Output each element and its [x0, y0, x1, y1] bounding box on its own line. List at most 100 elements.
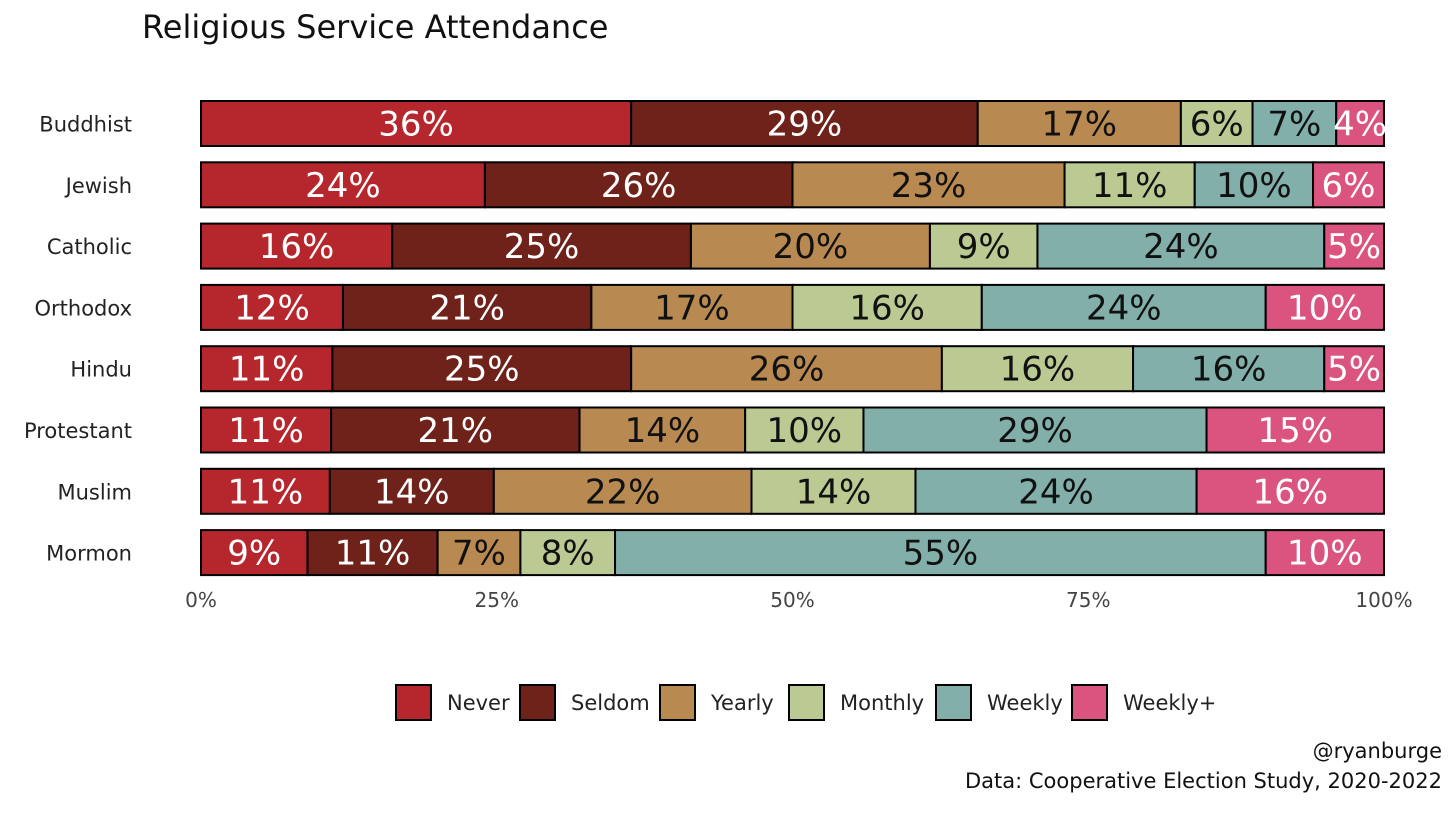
bar-segment — [1335, 100, 1386, 147]
bar-segment — [791, 283, 983, 331]
bar-segment — [630, 345, 943, 393]
bar-value-label: 24% — [1143, 227, 1219, 267]
bar-value-label: 21% — [418, 411, 494, 451]
legend-label: Monthly — [840, 691, 924, 715]
category-labels: Buddhist Jewish Catholic Orthodox Hindu Prote… — [24, 113, 132, 566]
legend-swatch — [788, 684, 825, 721]
x-axis-ticks: 0% 25% 50% 75% 100% — [185, 588, 1412, 612]
bar-value-label: 14% — [796, 472, 872, 512]
bar-value-label: 11% — [335, 534, 411, 574]
bar-segment — [200, 161, 486, 209]
bar-value-label: 16% — [849, 288, 925, 328]
bar-value-label: 15% — [1257, 411, 1333, 451]
legend-swatch — [519, 684, 556, 721]
legend: Never Seldom Yearly Monthly Weekly Weekly+ — [395, 684, 1216, 721]
credit-source: Data: Cooperative Election Study, 2020-2… — [965, 769, 1442, 793]
bar-segment — [914, 467, 1198, 515]
bar-value-label: 21% — [429, 288, 505, 328]
bar-segment — [928, 222, 1039, 270]
category-label: Catholic — [47, 235, 132, 259]
bar-segment — [1205, 406, 1386, 454]
legend-swatch — [395, 684, 432, 721]
bar-segment — [200, 283, 344, 331]
bar-value-label: 7% — [452, 534, 506, 574]
credit-handle: @ryanburge — [1313, 739, 1442, 763]
chart-title: Religious Service Attendance — [142, 8, 608, 46]
bar-value-labels: 36% 29% 17% 6% 7% 4%24% 26% 23% 11% 10% 6%16% 25% 20… — [227, 105, 1387, 574]
bar-segment — [976, 100, 1182, 147]
x-tick-label: 100% — [1355, 588, 1412, 612]
bar-segment — [200, 222, 394, 270]
bar-value-label: 11% — [228, 411, 304, 451]
bar-value-label: 12% — [234, 288, 310, 328]
bar-segment — [791, 161, 1066, 209]
bar-value-label: 6% — [1190, 105, 1244, 145]
bar-segment — [862, 406, 1208, 454]
bar-segment — [1063, 161, 1196, 209]
bar-segment — [980, 283, 1267, 331]
legend-label: Weekly — [987, 691, 1063, 715]
bar-segment — [744, 406, 865, 454]
bar-value-label: 11% — [228, 472, 304, 512]
bar-value-label: 24% — [1018, 472, 1094, 512]
bar-segment — [341, 283, 593, 331]
category-label: Orthodox — [34, 296, 132, 320]
bar-segment — [940, 345, 1135, 393]
bar-value-label: 9% — [227, 534, 281, 574]
bar-value-label: 24% — [1086, 288, 1162, 328]
bar-segment — [200, 406, 333, 454]
bar-value-label: 10% — [767, 411, 843, 451]
bar-value-label: 29% — [767, 105, 843, 145]
legend-swatch — [659, 684, 696, 721]
bar-segment — [1312, 161, 1386, 209]
x-tick-label: 75% — [1066, 588, 1110, 612]
bar-value-label: 26% — [601, 166, 677, 206]
bar-segment — [614, 529, 1267, 577]
bar-value-label: 25% — [504, 227, 580, 267]
bar-value-label: 14% — [625, 411, 701, 451]
bar-segment — [1264, 283, 1385, 331]
bar-value-label: 20% — [773, 227, 849, 267]
bar-value-label: 5% — [1327, 227, 1381, 267]
x-tick-label: 25% — [475, 588, 519, 612]
bar-segment — [630, 100, 979, 147]
bar-value-label: 55% — [903, 534, 979, 574]
bar-value-label: 6% — [1322, 166, 1376, 206]
bar-value-label: 22% — [585, 472, 661, 512]
category-label: Jewish — [64, 174, 132, 198]
bar-value-label: 29% — [997, 411, 1073, 451]
bar-segment — [1323, 222, 1386, 270]
bar-segment — [1132, 345, 1326, 393]
bar-value-label: 11% — [1092, 166, 1168, 206]
bar-segment — [200, 467, 331, 515]
bar-value-label: 36% — [378, 105, 454, 145]
bar-segment — [328, 467, 495, 515]
bar-value-label: 11% — [229, 350, 305, 390]
legend-label: Weekly+ — [1123, 691, 1216, 715]
bar-value-label: 16% — [1191, 350, 1267, 390]
category-label: Muslim — [58, 480, 133, 504]
legend-label: Seldom — [571, 691, 650, 715]
bar-value-label: 17% — [1041, 105, 1117, 145]
legend-label: Yearly — [710, 691, 774, 715]
bar-value-label: 16% — [1253, 472, 1329, 512]
bar-value-label: 10% — [1287, 534, 1363, 574]
legend-swatch — [935, 684, 972, 721]
bar-value-label: 7% — [1267, 105, 1321, 145]
bar-segment — [483, 161, 794, 209]
bar-value-label: 14% — [374, 472, 450, 512]
bar-value-label: 10% — [1287, 288, 1363, 328]
bar-value-label: 10% — [1216, 166, 1292, 206]
legend-label: Never — [447, 691, 510, 715]
bar-segment — [1251, 100, 1338, 147]
bar-value-label: 9% — [957, 227, 1011, 267]
bar-segment — [1036, 222, 1326, 270]
bar-value-label: 4% — [1333, 105, 1387, 145]
bar-segment — [1323, 345, 1386, 393]
bar-value-label: 23% — [891, 166, 967, 206]
legend-swatch — [1071, 684, 1108, 721]
bar-segments — [200, 100, 1386, 577]
bar-segment — [391, 222, 692, 270]
bar-segment — [200, 100, 633, 147]
